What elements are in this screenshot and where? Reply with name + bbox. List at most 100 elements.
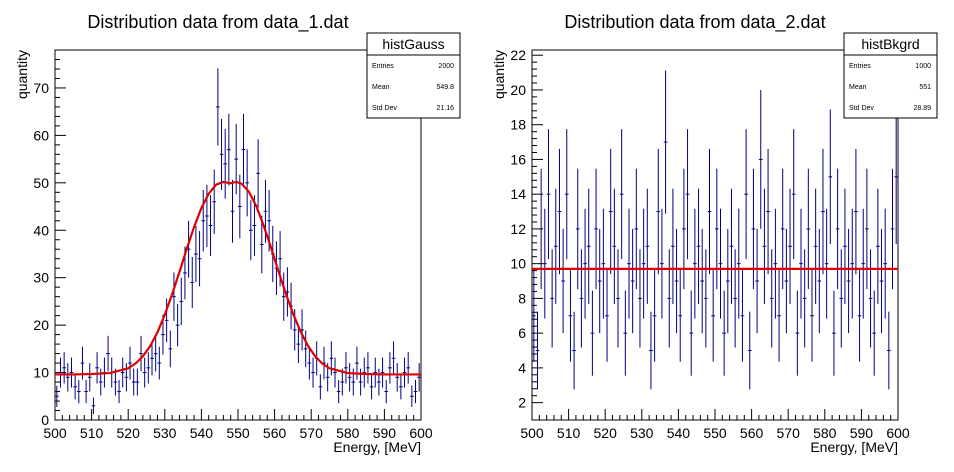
- data-point: [769, 249, 774, 348]
- stats-row-label: Std Dev: [372, 105, 397, 112]
- x-tick-label: 560: [740, 425, 764, 441]
- x-tick-label: 550: [226, 425, 250, 441]
- data-point: [645, 188, 650, 304]
- data-point: [868, 249, 873, 348]
- data-point: [663, 70, 668, 214]
- data-point: [744, 129, 748, 260]
- data-point: [542, 208, 547, 319]
- x-tick-label: 590: [373, 425, 397, 441]
- data-point: [671, 188, 675, 304]
- data-point: [601, 208, 606, 319]
- data-point: [802, 249, 807, 348]
- data-point: [84, 379, 88, 404]
- data-point: [758, 89, 763, 229]
- data-point: [212, 169, 217, 234]
- plot-frame: [531, 49, 899, 421]
- data-point: [256, 139, 260, 208]
- chart-panel-right: Distribution data from data_2.dat 500 510 5…: [477, 0, 954, 472]
- data-point: [117, 379, 121, 404]
- data-point: [219, 118, 224, 190]
- x-tick-label: 580: [813, 425, 837, 441]
- data-point: [307, 346, 312, 380]
- x-tick-label: 570: [300, 425, 324, 441]
- data-point: [55, 385, 59, 407]
- data-point: [678, 269, 683, 362]
- data-point: [791, 129, 796, 260]
- y-tick-label: 0: [41, 412, 49, 428]
- x-tick-label: 560: [263, 425, 287, 441]
- y-tick-label: 8: [518, 290, 526, 306]
- data-point: [399, 374, 403, 400]
- data-point: [208, 195, 213, 256]
- data-point: [619, 129, 624, 260]
- data-point: [248, 200, 253, 261]
- data-point: [336, 379, 341, 404]
- data-point: [150, 341, 154, 376]
- data-point: [876, 188, 880, 304]
- stats-row-value: 1000: [915, 63, 931, 70]
- data-points: [55, 68, 421, 414]
- y-tick-label: 60: [33, 127, 49, 143]
- data-point: [384, 379, 389, 404]
- stats-row-value: 21.16: [436, 105, 454, 112]
- y-axis-label: quantity: [14, 50, 30, 99]
- data-point: [700, 228, 705, 334]
- data-point: [762, 188, 767, 304]
- data-point: [579, 249, 584, 348]
- data-point: [73, 374, 77, 400]
- data-point: [380, 357, 385, 388]
- data-point: [747, 311, 752, 390]
- data-point: [366, 352, 370, 384]
- data-point: [65, 363, 70, 392]
- stats-box-title: histBkgrd: [861, 36, 919, 52]
- fit-curve: [55, 180, 421, 376]
- data-point: [417, 363, 421, 392]
- data-point: [780, 168, 785, 290]
- data-point: [667, 249, 672, 348]
- x-tick-label: 540: [190, 425, 214, 441]
- data-point: [583, 208, 587, 319]
- data-point: [883, 208, 888, 319]
- data-point: [69, 357, 74, 388]
- data-point: [722, 290, 726, 376]
- data-point: [725, 228, 730, 334]
- data-point: [861, 208, 866, 319]
- data-point: [340, 368, 345, 396]
- data-point: [616, 249, 620, 348]
- data-point: [693, 208, 697, 319]
- data-point: [546, 129, 551, 260]
- data-point: [715, 168, 719, 290]
- data-point: [561, 228, 565, 334]
- data-point: [245, 149, 249, 217]
- data-point: [627, 208, 631, 319]
- plot-frame: [54, 49, 422, 421]
- data-point: [817, 228, 822, 334]
- data-point: [630, 228, 635, 334]
- data-point: [685, 129, 690, 260]
- data-point: [865, 168, 869, 290]
- data-point: [590, 290, 595, 376]
- data-point: [894, 109, 898, 245]
- stats-row-value: 549.8: [436, 84, 454, 91]
- data-point: [707, 148, 712, 275]
- y-tick-label: 16: [510, 151, 526, 167]
- data-point: [369, 374, 374, 400]
- x-tick-label: 520: [117, 425, 141, 441]
- data-point: [194, 225, 198, 283]
- data-point: [813, 188, 818, 304]
- data-point: [777, 269, 781, 362]
- data-point: [821, 148, 825, 275]
- data-point: [557, 148, 562, 275]
- data-point: [835, 168, 840, 290]
- data-point: [553, 188, 558, 304]
- data-point: [410, 385, 414, 407]
- data-point: [95, 352, 99, 384]
- data-point: [597, 228, 602, 334]
- y-tick-label: 2: [518, 395, 526, 411]
- data-point: [638, 249, 642, 348]
- data-point: [623, 290, 628, 376]
- x-tick-label: 510: [80, 425, 104, 441]
- data-point: [729, 188, 734, 304]
- stats-box: histBkgrd Entries 1000 Mean 551 Std Dev 28.89: [843, 32, 938, 119]
- data-point: [550, 249, 554, 348]
